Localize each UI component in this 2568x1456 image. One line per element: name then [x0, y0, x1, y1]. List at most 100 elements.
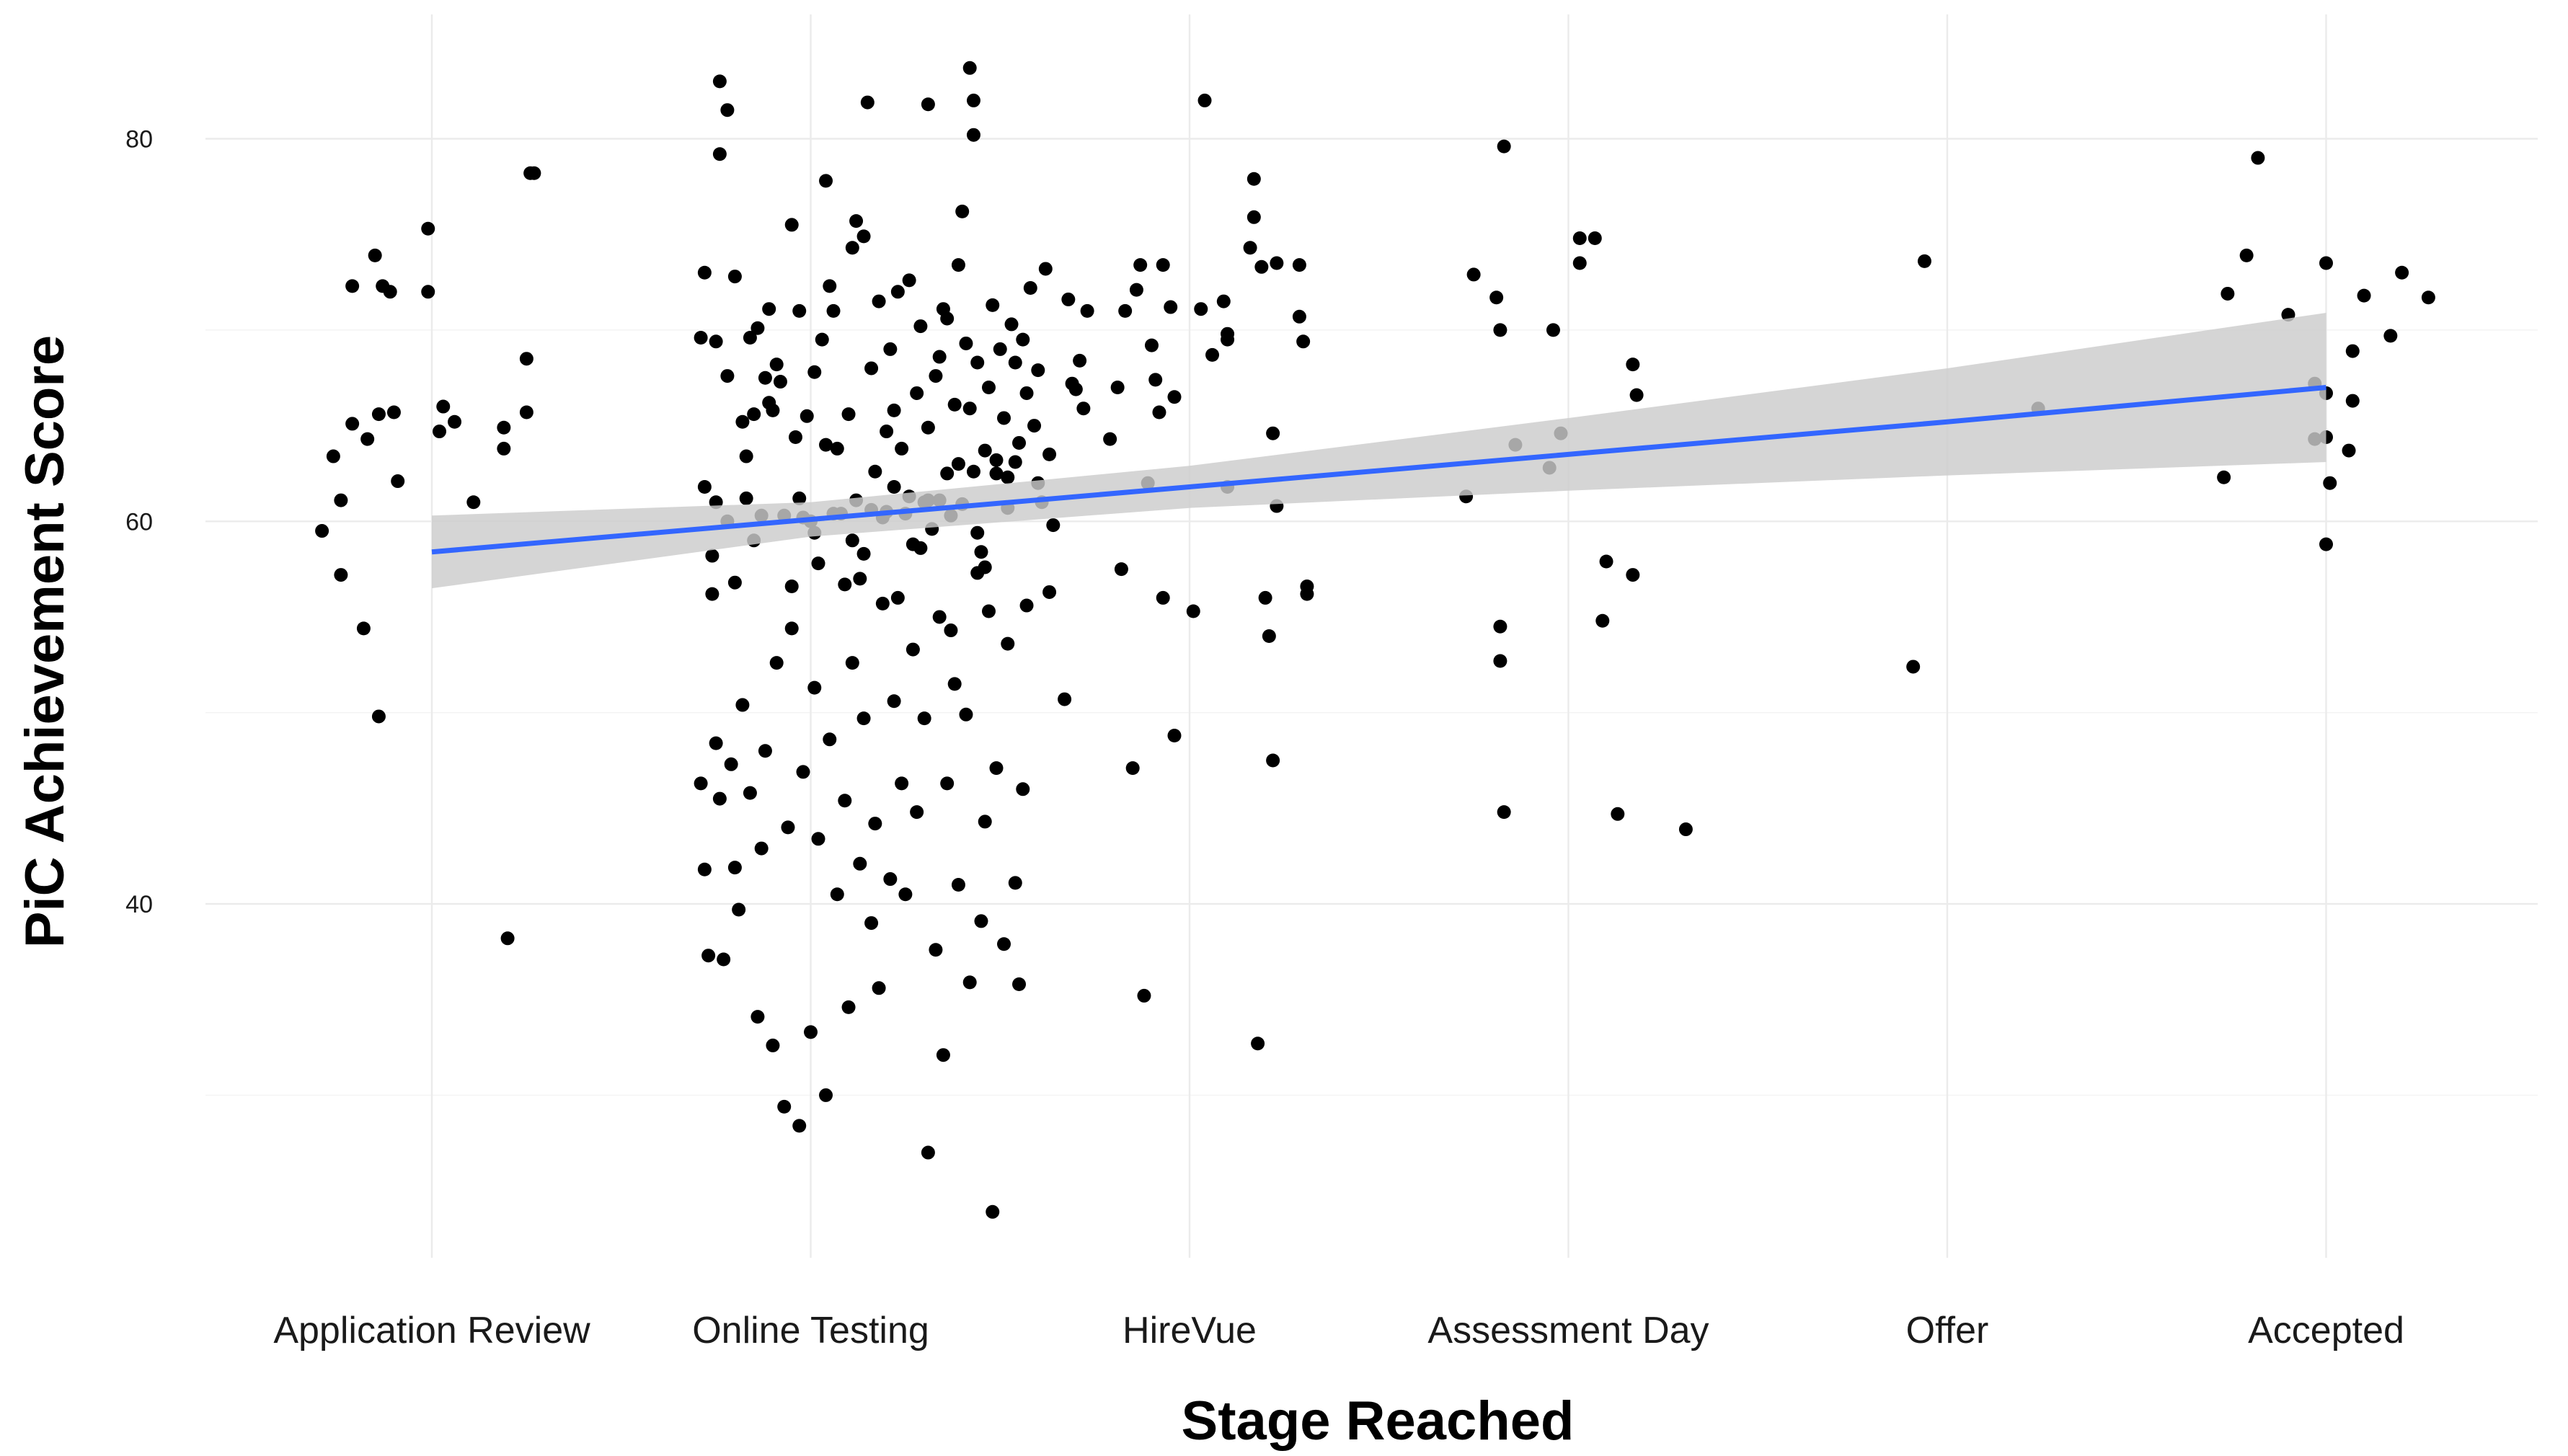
data-point — [1251, 1036, 1265, 1051]
data-point — [334, 568, 348, 582]
data-point — [777, 1099, 792, 1114]
data-point — [1572, 231, 1587, 245]
data-point — [781, 820, 795, 835]
data-point — [970, 525, 985, 540]
data-point — [989, 453, 1004, 467]
data-point — [902, 273, 916, 288]
data-point — [986, 1204, 1000, 1219]
data-point — [1016, 332, 1030, 347]
data-point — [769, 656, 784, 670]
data-point — [1133, 258, 1148, 272]
data-point — [433, 425, 447, 439]
data-point — [784, 621, 799, 636]
data-point — [1125, 761, 1140, 776]
data-point — [856, 711, 871, 726]
data-point — [1019, 598, 1034, 613]
data-point — [868, 817, 882, 831]
data-point — [1110, 381, 1125, 394]
data-point — [823, 279, 837, 293]
data-point — [383, 285, 397, 299]
data-point — [717, 952, 731, 967]
data-point — [951, 258, 965, 272]
y-axis-ticks: 40 60 80 — [125, 126, 153, 919]
data-point — [694, 331, 708, 345]
data-point — [1114, 562, 1128, 577]
data-point — [766, 403, 780, 417]
data-point — [519, 352, 533, 366]
x-tick-label: Accepted — [2248, 1310, 2404, 1351]
data-point — [1572, 256, 1587, 270]
data-point — [1137, 988, 1151, 1003]
data-point — [1061, 292, 1076, 306]
data-point — [989, 466, 1004, 481]
data-point — [853, 856, 867, 871]
confidence-band — [432, 313, 2326, 589]
data-point — [974, 914, 988, 928]
data-point — [1103, 432, 1117, 446]
x-tick-label: HireVue — [1123, 1310, 1257, 1351]
data-point — [694, 776, 708, 791]
data-point — [1058, 692, 1072, 706]
data-point — [1164, 300, 1178, 314]
data-point — [360, 432, 375, 446]
data-point — [2383, 329, 2398, 343]
data-point — [1156, 258, 1170, 272]
data-point — [1497, 139, 1511, 154]
data-point — [735, 414, 750, 429]
data-point — [970, 355, 985, 370]
trend-line — [431, 385, 2326, 555]
data-point — [978, 443, 992, 458]
data-point — [860, 95, 875, 110]
y-tick-label: 40 — [125, 891, 153, 918]
grid — [205, 14, 2538, 1258]
data-point — [1167, 729, 1182, 742]
data-point — [830, 441, 844, 456]
data-point — [448, 414, 462, 429]
data-point — [754, 841, 769, 856]
data-point — [712, 74, 727, 89]
data-point — [1546, 323, 1560, 337]
data-point — [1008, 455, 1022, 469]
data-point — [796, 765, 810, 779]
data-point — [1300, 587, 1314, 601]
data-point — [913, 541, 928, 555]
data-point — [315, 524, 329, 538]
data-point — [845, 241, 859, 255]
data-point — [978, 560, 992, 574]
data-point — [466, 495, 481, 510]
data-point — [944, 623, 958, 638]
data-point — [1270, 256, 1284, 270]
data-point — [830, 887, 844, 902]
data-point — [1626, 568, 1640, 582]
data-point — [720, 103, 735, 117]
x-axis-ticks: Application Review Online Testing HireVue A… — [273, 1310, 2404, 1351]
data-point — [773, 375, 787, 389]
data-point — [1008, 876, 1022, 890]
data-point — [1016, 782, 1030, 796]
data-point — [845, 533, 859, 548]
y-axis-title: PiC Achievement Score — [14, 335, 76, 948]
data-point — [371, 407, 386, 422]
x-tick-label: Online Testing — [692, 1310, 929, 1351]
data-point — [1148, 373, 1163, 387]
data-point — [997, 937, 1011, 951]
data-point — [989, 761, 1004, 776]
data-point — [890, 285, 905, 299]
data-point — [701, 949, 716, 963]
data-point — [1012, 977, 1027, 991]
trend-line-layer — [431, 385, 2326, 555]
data-point — [978, 814, 992, 829]
data-point — [1001, 470, 1015, 484]
data-point — [334, 493, 348, 507]
data-point — [800, 409, 814, 423]
data-point — [1595, 613, 1610, 628]
data-point — [356, 621, 371, 636]
data-point — [880, 425, 894, 439]
data-point — [895, 776, 909, 791]
data-point — [929, 369, 943, 383]
data-point — [1118, 303, 1133, 318]
data-point — [1027, 419, 1042, 433]
data-point — [1073, 353, 1087, 368]
data-point — [1129, 283, 1143, 297]
data-point — [819, 174, 833, 188]
